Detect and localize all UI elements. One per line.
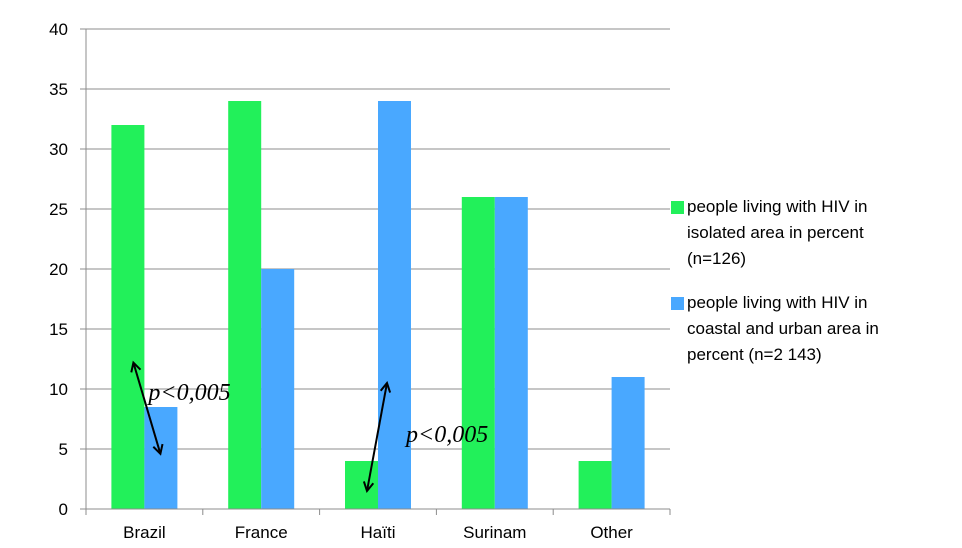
legend-label-line: people living with HIV in	[687, 197, 867, 216]
bar-isolated	[111, 125, 145, 509]
brazil-pvalue-arrow	[132, 362, 162, 455]
legend-label-line: (n=126)	[687, 249, 746, 268]
brazil-pvalue-arrow-head	[152, 443, 164, 456]
y-tick-label: 15	[49, 320, 68, 339]
haiti-pvalue-arrow-head	[362, 481, 375, 494]
legend-swatch-coastal	[671, 297, 684, 310]
legend-label-line: people living with HIV in	[687, 293, 867, 312]
haiti-pvalue-arrow	[366, 382, 388, 492]
x-tick-label: Other	[590, 523, 633, 542]
y-tick-label: 0	[59, 500, 68, 519]
x-tick-label: Surinam	[463, 523, 526, 542]
y-tick-label: 40	[49, 20, 68, 39]
y-tick-label: 35	[49, 80, 68, 99]
bar-coastal	[611, 377, 645, 509]
y-tick-label: 10	[49, 380, 68, 399]
bars	[111, 101, 645, 509]
legend-swatch-isolated	[671, 201, 684, 214]
brazil-pvalue-label: p<0,005	[146, 380, 230, 406]
y-tick-label: 20	[49, 260, 68, 279]
x-tick-label: Brazil	[123, 523, 166, 542]
y-tick-label: 30	[49, 140, 68, 159]
legend-label-line: isolated area in percent	[687, 223, 864, 242]
legend-label-line: percent (n=2 143)	[687, 345, 822, 364]
bar-isolated	[461, 197, 495, 509]
legend: people living with HIV in isolated area i…	[671, 197, 879, 364]
annotations: p<0,005 p<0,005	[130, 360, 488, 494]
bar-coastal	[261, 269, 295, 509]
axes: 0 5 10 15 20 25 30 35 40 Brazil France Haïti Surinam…	[49, 20, 671, 542]
bar-isolated	[578, 461, 612, 509]
bar-coastal	[144, 407, 178, 509]
bar-coastal	[494, 197, 528, 509]
brazil-pvalue-arrow-head	[130, 360, 142, 373]
legend-label-line: coastal and urban area in	[687, 319, 879, 338]
x-tick-label: France	[235, 523, 288, 542]
bar-isolated	[228, 101, 262, 509]
bar-coastal	[378, 101, 411, 509]
haiti-pvalue-arrow-head	[379, 380, 392, 393]
y-tick-label: 5	[59, 440, 68, 459]
haiti-pvalue-label: p<0,005	[404, 422, 488, 448]
y-tick-label: 25	[49, 200, 68, 219]
x-tick-label: Haïti	[361, 523, 396, 542]
